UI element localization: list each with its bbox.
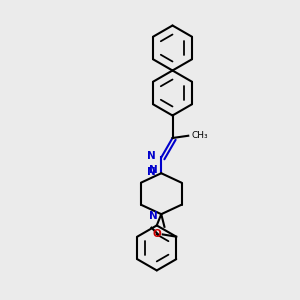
Text: N: N — [149, 211, 158, 221]
Text: O: O — [152, 230, 161, 239]
Text: N: N — [146, 167, 155, 177]
Text: N: N — [149, 165, 158, 175]
Text: N: N — [146, 151, 155, 161]
Text: CH₃: CH₃ — [191, 131, 208, 140]
